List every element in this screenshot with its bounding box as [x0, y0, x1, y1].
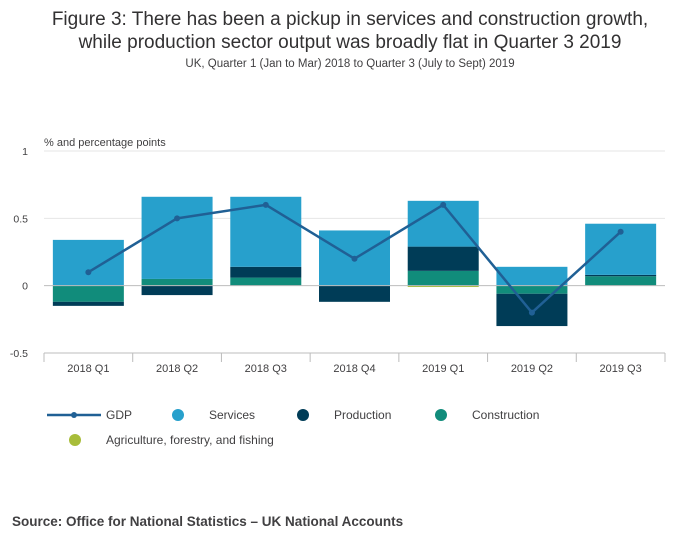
gdp-point: [440, 201, 447, 208]
bar-construction: [52, 285, 124, 302]
bar-production: [585, 274, 657, 277]
bar-production: [141, 285, 213, 296]
chart-title: Figure 3: There has been a pickup in ser…: [0, 8, 700, 54]
x-tick-label: 2018 Q4: [333, 363, 375, 375]
x-tick-label: 2019 Q3: [600, 363, 642, 375]
y-axis-label: % and percentage points: [44, 137, 166, 149]
gdp-point: [85, 269, 92, 276]
legend-circle-marker: [171, 408, 185, 425]
chart-area: -0.5 0 0.5 1 % and percentage points 2018 Q1 2…: [10, 137, 666, 375]
bar-production: [230, 266, 302, 278]
bar-production: [319, 285, 390, 302]
y-tick-label: 0.5: [13, 213, 28, 225]
gdp-point: [617, 228, 624, 235]
source-note: Source: Office for National Statistics –…: [12, 514, 404, 529]
x-tick-label: 2018 Q2: [156, 363, 198, 375]
legend-label: Services: [209, 408, 256, 422]
legend-label: Production: [334, 408, 392, 422]
chart-subtitle: UK, Quarter 1 (Jan to Mar) 2018 to Quart…: [185, 58, 515, 70]
y-tick-label: 0: [22, 281, 28, 293]
legend-label: Construction: [472, 408, 540, 422]
bar-services: [407, 200, 479, 247]
bar-construction: [496, 285, 568, 294]
x-tick-label: 2018 Q3: [245, 363, 287, 375]
x-tick-label: 2019 Q1: [422, 363, 464, 375]
x-tick-label: 2018 Q1: [67, 363, 109, 375]
legend-circle-marker: [434, 408, 448, 425]
gdp-point: [351, 255, 358, 262]
bar-production: [52, 301, 124, 306]
bar-services: [141, 196, 213, 279]
gdp-point: [528, 309, 535, 316]
gdp-point: [174, 215, 181, 222]
gdp-point: [262, 201, 269, 208]
bar-services: [52, 239, 124, 286]
chart-title-line-2: while production sector output was broad…: [78, 32, 622, 53]
y-tick-label: 1: [22, 146, 28, 158]
x-tick-label: 2019 Q2: [511, 363, 553, 375]
bar-services: [496, 266, 568, 286]
bar-construction: [585, 276, 657, 286]
bar-construction: [230, 277, 302, 286]
legend-circle-marker: [68, 433, 82, 450]
bar-construction: [407, 270, 479, 286]
bar-construction: [141, 278, 213, 286]
chart-title-line-1: Figure 3: There has been a pickup in ser…: [51, 9, 649, 30]
legend-label: GDP: [106, 408, 133, 422]
legend-line-marker: [46, 409, 102, 424]
bar-agriculture: [407, 285, 479, 288]
y-tick-label: -0.5: [10, 348, 28, 360]
legend-label: Agriculture, forestry, and fishing: [106, 433, 274, 447]
bar-production: [407, 246, 479, 271]
legend-circle-marker: [296, 408, 310, 425]
